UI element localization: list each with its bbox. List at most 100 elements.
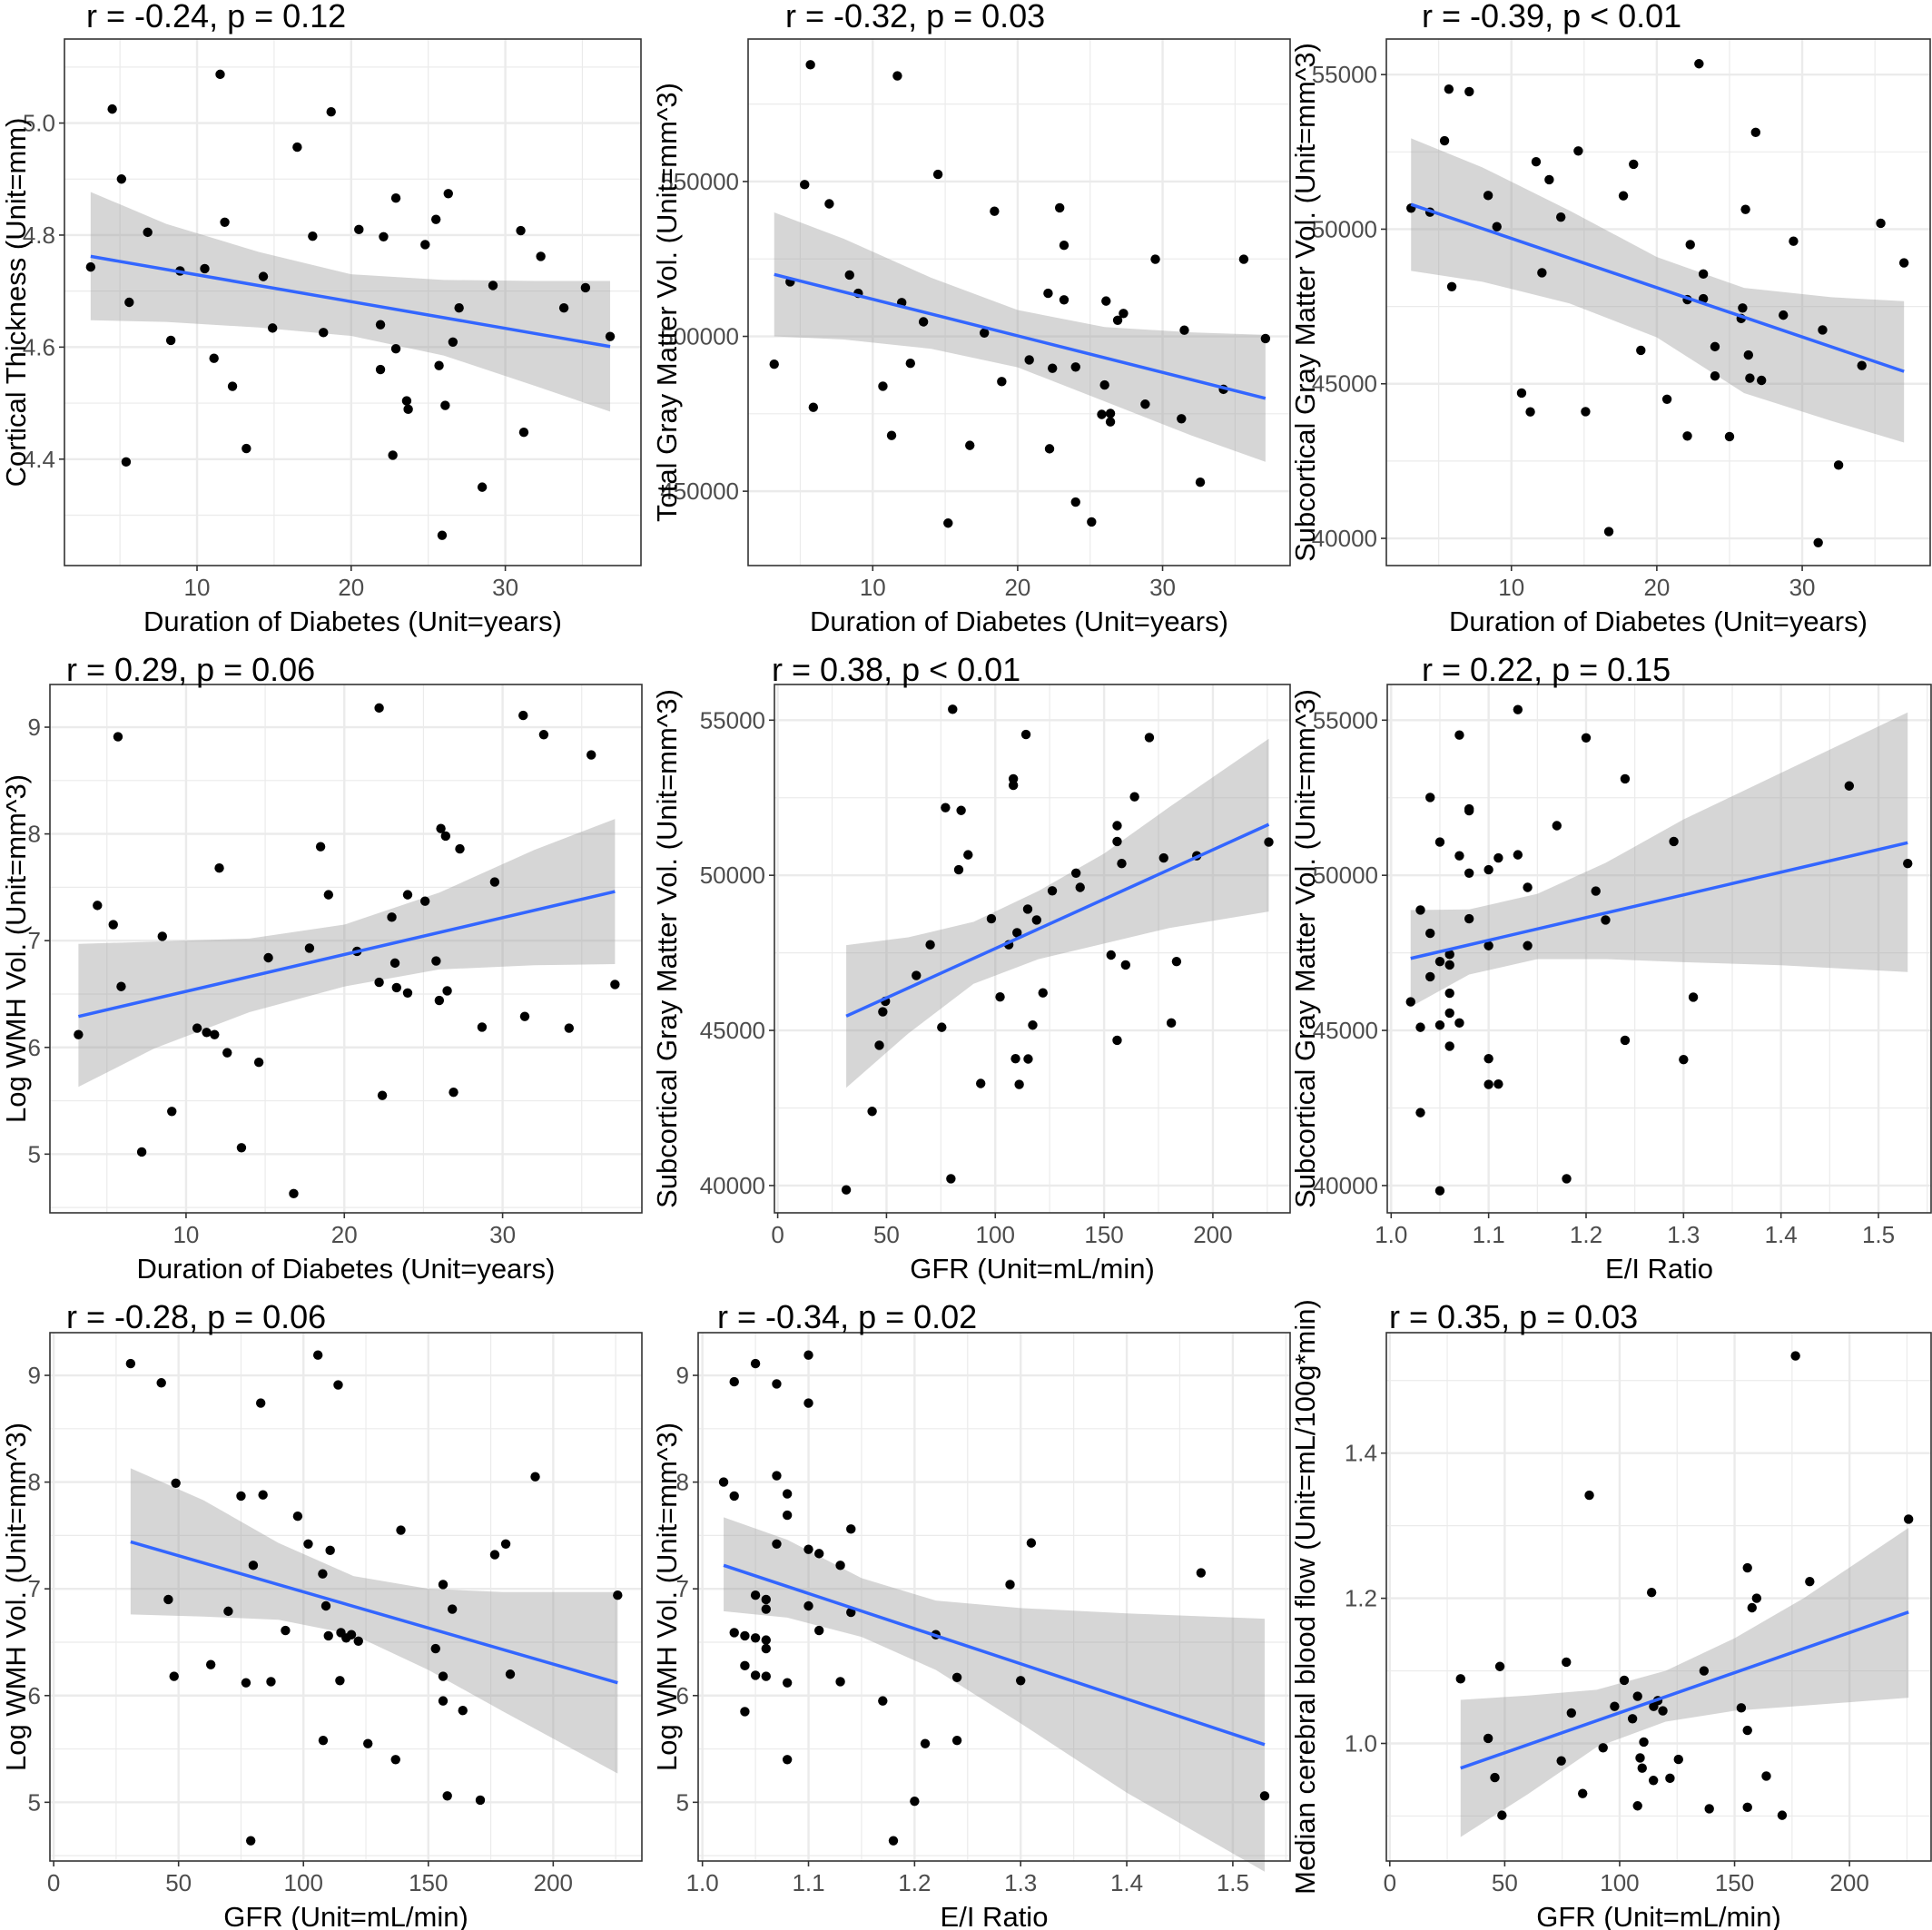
plot-background xyxy=(1387,684,1931,1213)
data-point xyxy=(1581,733,1592,743)
data-point xyxy=(718,1477,729,1487)
data-point xyxy=(169,1671,179,1681)
data-point xyxy=(1171,956,1182,967)
data-point xyxy=(1464,86,1474,97)
data-point xyxy=(1544,174,1554,185)
data-point xyxy=(1833,460,1844,470)
data-point xyxy=(1757,375,1767,386)
data-point xyxy=(167,1107,177,1117)
data-point xyxy=(1259,1791,1270,1801)
data-point xyxy=(1531,157,1542,167)
data-point xyxy=(951,1672,962,1682)
data-point xyxy=(1555,212,1566,222)
data-point xyxy=(266,1677,276,1687)
data-point xyxy=(1552,821,1562,831)
data-point xyxy=(867,1107,877,1117)
data-point xyxy=(814,1625,824,1636)
x-tick-label: 50 xyxy=(1492,1869,1518,1896)
data-point xyxy=(750,1670,761,1680)
data-point xyxy=(772,1539,782,1550)
data-point xyxy=(354,224,364,234)
x-tick-label: 10 xyxy=(184,574,211,601)
data-point xyxy=(489,877,500,887)
data-point xyxy=(1682,431,1692,441)
x-tick-label: 20 xyxy=(1004,574,1030,601)
data-point xyxy=(925,940,935,950)
data-point xyxy=(248,1561,259,1571)
data-point xyxy=(420,240,430,250)
data-point xyxy=(438,1671,448,1681)
panel-title: r = -0.34, p = 0.02 xyxy=(717,1298,977,1335)
data-point xyxy=(1129,792,1139,802)
data-point xyxy=(374,977,384,988)
data-point xyxy=(1747,1602,1757,1613)
data-point xyxy=(1028,1020,1038,1030)
x-axis-title: GFR (Unit=mL/min) xyxy=(910,1253,1155,1285)
data-point xyxy=(1024,355,1034,365)
y-tick-label: 4.6 xyxy=(23,333,55,360)
data-point xyxy=(222,1048,232,1058)
data-point xyxy=(308,231,318,241)
panel-p3: 10 20 30 40000 45000 50000 55000 r = -0.39, p <… xyxy=(1289,0,1931,637)
x-tick-label: 100 xyxy=(284,1869,323,1896)
data-point xyxy=(448,337,458,348)
x-tick-label: 30 xyxy=(489,1221,516,1248)
panel-title: r = 0.38, p < 0.01 xyxy=(772,651,1020,688)
data-point xyxy=(740,1707,750,1717)
data-point xyxy=(258,1490,268,1500)
data-point xyxy=(379,231,389,242)
data-point xyxy=(1658,1706,1668,1716)
x-tick-label: 150 xyxy=(409,1869,448,1896)
data-point xyxy=(1434,956,1445,967)
data-point xyxy=(200,263,210,274)
data-point xyxy=(1639,1737,1649,1748)
data-point xyxy=(761,1643,771,1654)
regression-line xyxy=(1460,1610,1909,1770)
data-point xyxy=(997,377,1007,387)
data-point xyxy=(1166,1018,1177,1029)
data-point xyxy=(920,1738,931,1748)
data-point xyxy=(1562,1174,1572,1184)
data-point xyxy=(1742,1802,1752,1813)
data-point xyxy=(761,1594,771,1605)
x-tick-label: 1.2 xyxy=(898,1869,931,1896)
data-point xyxy=(403,404,413,415)
y-tick-label: 55000 xyxy=(1313,706,1378,734)
data-point xyxy=(1637,1763,1647,1773)
data-point xyxy=(835,1677,845,1687)
y-axis-title: Total Gray Matter Vol. (Unit=mm^3) xyxy=(651,83,683,522)
y-axis-title: Log WMH Vol. (Unit=mm^3) xyxy=(0,1423,32,1771)
data-point xyxy=(1031,915,1041,925)
y-axis-title: Log WMH Vol. (Unit=mm^3) xyxy=(0,774,32,1123)
confidence-band xyxy=(1411,138,1905,443)
y-tick-label: 450000 xyxy=(660,478,739,505)
x-tick-label: 100 xyxy=(976,1221,1015,1248)
x-axis-title: Duration of Diabetes (Unit=years) xyxy=(137,1253,556,1285)
data-point xyxy=(814,1549,824,1559)
data-point xyxy=(740,1660,750,1671)
data-point xyxy=(586,750,596,760)
data-point xyxy=(431,956,441,966)
data-point xyxy=(377,1090,388,1100)
plot-border xyxy=(747,38,1291,566)
data-point xyxy=(1038,988,1048,998)
data-point xyxy=(323,1630,333,1641)
data-point xyxy=(1434,1186,1445,1196)
plot-border xyxy=(1385,1332,1932,1862)
data-point xyxy=(430,1643,440,1654)
data-point xyxy=(1105,409,1116,418)
data-point xyxy=(121,457,132,468)
y-tick-label: 7 xyxy=(28,1575,41,1602)
data-point xyxy=(782,1489,793,1499)
plot-border xyxy=(49,1332,643,1862)
data-point xyxy=(1059,295,1070,305)
data-point xyxy=(558,302,569,313)
y-tick-label: 1.2 xyxy=(1345,1585,1377,1612)
x-tick-label: 150 xyxy=(1715,1869,1754,1896)
data-point xyxy=(157,931,167,941)
data-point xyxy=(258,271,269,281)
data-point xyxy=(1012,928,1022,938)
panel-p4: 10 20 30 5 6 7 8 9 r = 0.29, p = 0.06 Duration of… xyxy=(0,651,643,1285)
data-point xyxy=(564,1023,575,1033)
